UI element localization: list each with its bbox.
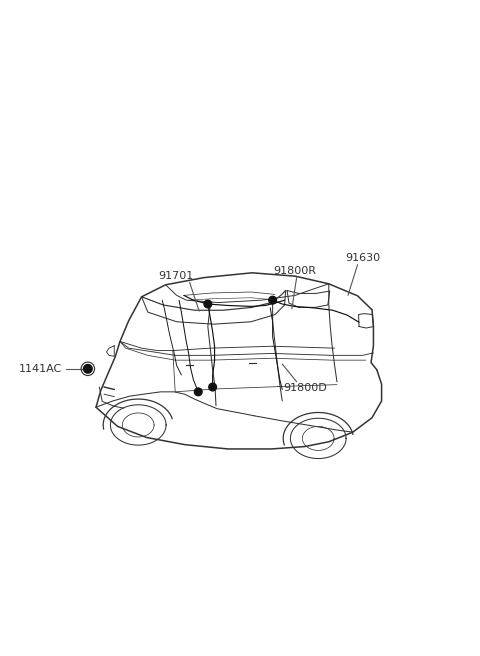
Text: 91800R: 91800R: [274, 266, 317, 276]
Circle shape: [269, 297, 276, 304]
Text: 91701: 91701: [158, 271, 193, 281]
Text: 1141AC: 1141AC: [19, 364, 62, 374]
Text: 91800D: 91800D: [283, 383, 327, 393]
Text: 91630: 91630: [346, 253, 381, 263]
Circle shape: [209, 383, 216, 391]
Circle shape: [204, 300, 212, 308]
Circle shape: [194, 388, 202, 396]
Circle shape: [84, 365, 92, 373]
